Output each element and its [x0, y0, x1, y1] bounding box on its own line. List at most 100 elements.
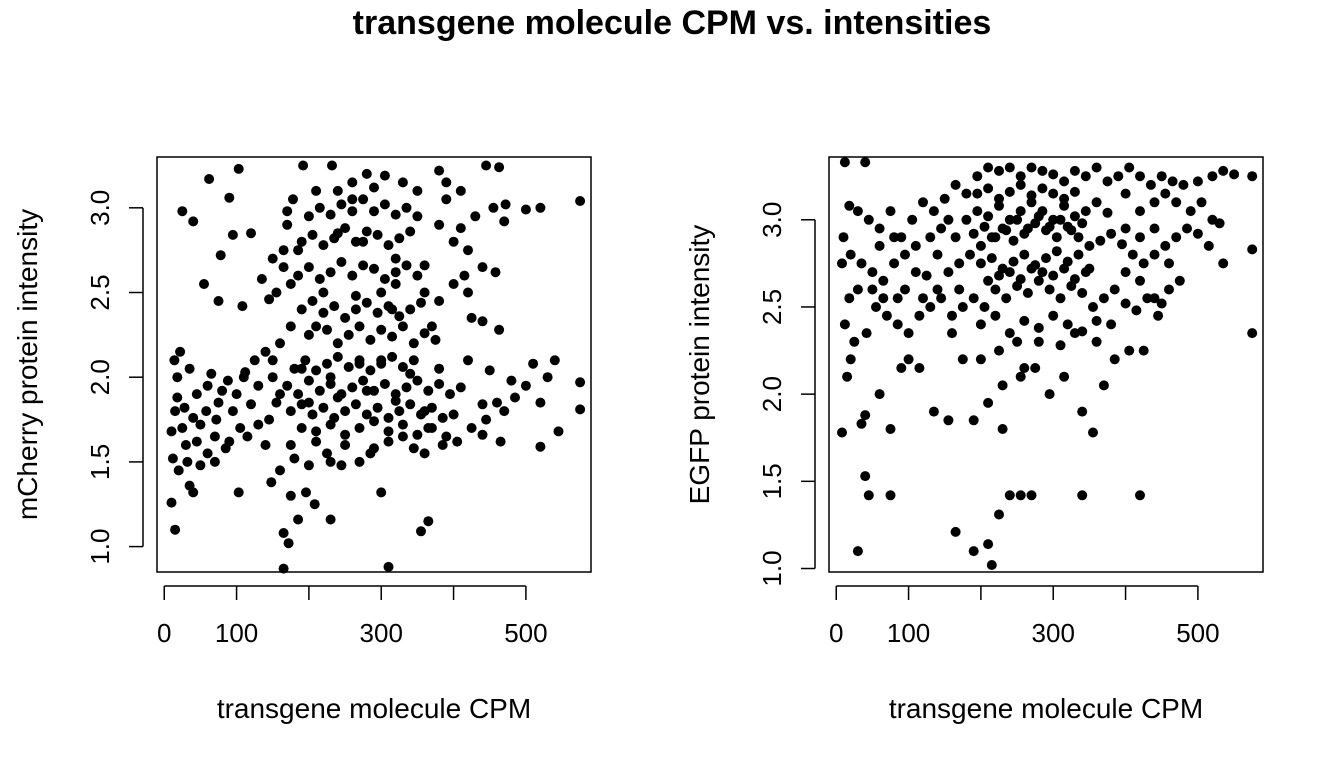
data-point [1069, 165, 1080, 176]
data-point [173, 465, 184, 476]
data-point [1120, 298, 1131, 309]
data-point [499, 406, 510, 417]
data-point [954, 284, 965, 295]
data-point [1149, 223, 1160, 234]
data-point [397, 321, 408, 332]
x-axis-title: transgene molecule CPM [889, 693, 1203, 724]
data-point [983, 539, 994, 550]
data-point [968, 546, 979, 557]
data-point [383, 240, 394, 251]
data-point [452, 436, 463, 447]
data-point [217, 385, 228, 396]
data-point [224, 192, 235, 203]
data-point [1102, 207, 1113, 218]
data-point [470, 211, 481, 222]
data-point [358, 236, 369, 247]
data-point [1055, 340, 1066, 351]
data-point [188, 412, 199, 423]
data-point [361, 168, 372, 179]
data-point [844, 293, 855, 304]
data-point [535, 397, 546, 408]
data-point [401, 260, 412, 271]
y-axis-title: mCherry protein intensity [12, 209, 43, 520]
data-point [849, 336, 860, 347]
data-point [202, 448, 213, 459]
data-point [1037, 165, 1048, 176]
data-point [968, 228, 979, 239]
data-point [1033, 211, 1044, 222]
data-point [852, 284, 863, 295]
data-point [307, 296, 318, 306]
data-point [506, 375, 517, 386]
data-point [383, 301, 394, 312]
data-point [463, 287, 473, 298]
data-point [500, 199, 511, 210]
data-point [1095, 235, 1106, 246]
data-point [408, 443, 419, 454]
data-point [237, 301, 248, 312]
data-point [397, 362, 408, 372]
data-point [336, 199, 347, 210]
data-point [188, 216, 199, 227]
data-point [209, 456, 220, 467]
data-point [1135, 171, 1145, 182]
data-point [961, 214, 972, 225]
data-point [860, 410, 871, 421]
data-point [1059, 371, 1070, 382]
data-point [477, 316, 488, 327]
data-point [990, 310, 1001, 321]
data-point [347, 194, 358, 205]
data-point [167, 453, 178, 464]
data-point [455, 185, 466, 196]
data-point [303, 211, 314, 222]
data-point [1004, 328, 1015, 339]
data-point [195, 419, 206, 430]
data-point [332, 338, 343, 349]
data-point [553, 426, 564, 437]
data-point [839, 157, 850, 168]
data-point [477, 262, 488, 273]
data-point [1088, 427, 1098, 438]
data-point [361, 385, 372, 396]
data-point [311, 365, 322, 376]
data-point [332, 351, 343, 362]
data-point [213, 397, 224, 408]
data-point [1135, 275, 1145, 286]
data-point [1001, 293, 1012, 304]
data-point [215, 250, 226, 261]
data-point [437, 412, 448, 423]
data-point [979, 302, 990, 312]
data-point [303, 262, 314, 273]
data-point [369, 416, 379, 427]
data-point [434, 165, 445, 176]
data-point [296, 363, 307, 374]
data-point [1001, 225, 1012, 236]
data-point [983, 275, 994, 286]
data-point [322, 448, 332, 459]
data-point [845, 354, 856, 365]
data-point [347, 177, 358, 188]
data-point [372, 307, 383, 318]
data-point [336, 257, 347, 267]
data-point [365, 448, 376, 459]
data-point [441, 194, 452, 205]
data-point [1247, 244, 1258, 255]
data-point [267, 253, 278, 264]
data-point [903, 328, 914, 339]
data-point [494, 162, 505, 173]
data-point [1098, 293, 1109, 304]
data-point [369, 263, 379, 274]
data-point [285, 490, 296, 501]
data-point [455, 223, 466, 234]
data-point [177, 206, 188, 217]
data-point [282, 219, 293, 230]
panel-mcherry: 0 100 300 500 1.0 1.5 2.0 2.5 3.0 transgene molec… [12, 156, 592, 724]
data-point [311, 436, 322, 447]
data-point [390, 389, 401, 400]
data-point [1048, 310, 1059, 321]
plot-frame [828, 156, 1264, 573]
data-point [1149, 293, 1160, 304]
data-point [390, 267, 401, 278]
data-point [332, 185, 343, 196]
data-point [170, 406, 181, 417]
